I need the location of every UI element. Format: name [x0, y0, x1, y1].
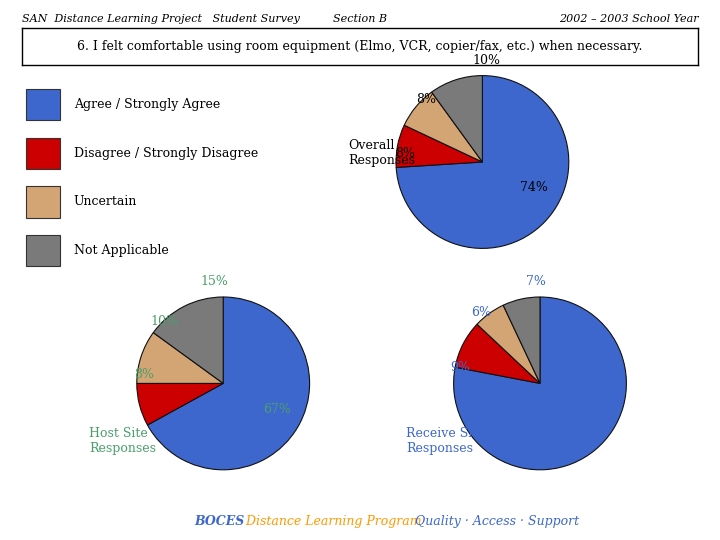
Text: 8%: 8%: [416, 93, 436, 106]
Text: 8%: 8%: [395, 147, 415, 160]
Text: 10%: 10%: [473, 53, 500, 66]
Text: Receive Site
Responses: Receive Site Responses: [406, 427, 485, 455]
Text: Quality · Access · Support: Quality · Access · Support: [403, 515, 580, 528]
Text: Uncertain: Uncertain: [74, 195, 138, 208]
Text: Not Applicable: Not Applicable: [74, 244, 168, 257]
Text: 10%: 10%: [150, 315, 179, 328]
Text: Disagree / Strongly Disagree: Disagree / Strongly Disagree: [74, 147, 258, 160]
Text: SAN  Distance Learning Project   Student Survey: SAN Distance Learning Project Student Su…: [22, 14, 300, 24]
Text: 74%: 74%: [521, 181, 548, 194]
Wedge shape: [503, 297, 540, 383]
Wedge shape: [477, 305, 540, 383]
FancyBboxPatch shape: [27, 235, 60, 266]
Text: 78%: 78%: [580, 401, 608, 414]
Text: BOCES: BOCES: [194, 515, 245, 528]
Text: 2002 – 2003 School Year: 2002 – 2003 School Year: [559, 14, 698, 24]
FancyBboxPatch shape: [27, 186, 60, 218]
Text: Distance Learning Program: Distance Learning Program: [238, 515, 421, 528]
Wedge shape: [404, 92, 482, 162]
Wedge shape: [396, 76, 569, 248]
Wedge shape: [431, 76, 482, 162]
Text: 6%: 6%: [472, 306, 491, 319]
Wedge shape: [454, 297, 626, 470]
Wedge shape: [137, 333, 223, 383]
Text: Agree / Strongly Agree: Agree / Strongly Agree: [74, 98, 220, 111]
Text: 8%: 8%: [134, 368, 153, 381]
Text: Overall
Responses: Overall Responses: [348, 139, 415, 167]
Text: 6. I felt comfortable using room equipment (Elmo, VCR, copier/fax, etc.) when ne: 6. I felt comfortable using room equipme…: [77, 40, 643, 53]
Wedge shape: [396, 125, 482, 167]
FancyBboxPatch shape: [27, 138, 60, 169]
Text: Section B: Section B: [333, 14, 387, 24]
Text: 7%: 7%: [526, 275, 546, 288]
Wedge shape: [148, 297, 310, 470]
Wedge shape: [455, 324, 540, 383]
Text: 67%: 67%: [263, 403, 291, 416]
Text: Host Site
Responses: Host Site Responses: [89, 427, 156, 455]
Text: 15%: 15%: [201, 275, 228, 288]
Wedge shape: [153, 297, 223, 383]
Text: 9%: 9%: [451, 361, 470, 374]
Wedge shape: [137, 383, 223, 425]
FancyBboxPatch shape: [27, 89, 60, 120]
